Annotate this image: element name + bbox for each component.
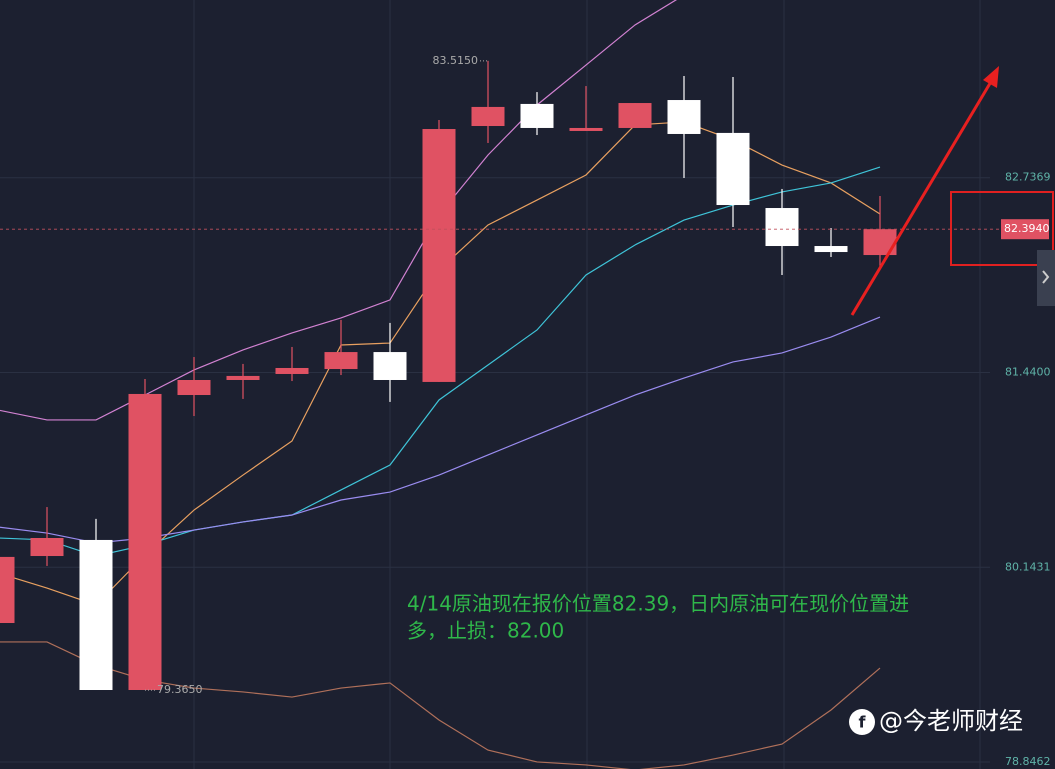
candle-body	[373, 352, 407, 380]
chevron[interactable]	[1042, 270, 1050, 284]
candle-body	[128, 393, 162, 690]
watermark-text: @今老师财经	[879, 707, 1023, 735]
side-toggle[interactable]	[1037, 250, 1055, 306]
candle-body	[716, 132, 750, 206]
indicator-line	[0, 0, 678, 421]
candle-body	[0, 556, 15, 624]
highlight-box	[950, 191, 1054, 266]
y-tick-label: 78.8462	[1005, 755, 1051, 768]
labels: 82.7369 81.4400 80.1431 78.8462 83.5150 79.36…	[0, 54, 1051, 768]
watermark-icon-glyph: f	[859, 713, 867, 732]
candle-body	[471, 106, 505, 127]
candle-body	[30, 537, 64, 557]
candle-body	[618, 103, 652, 128]
candle-body	[324, 352, 358, 370]
annotation-line: 4/14原油现在报价位置82.39，日内原油可在现价位置进	[407, 592, 909, 616]
candle-body	[520, 103, 554, 128]
low-label: 79.3650	[157, 683, 203, 696]
candle-body	[226, 375, 260, 380]
candle-body	[275, 367, 309, 374]
last-price-label: 82.3940	[1004, 222, 1050, 235]
watermark: f @今老师财经	[849, 707, 1023, 735]
y-tick-label: 82.7369	[1005, 171, 1051, 184]
last-price-tag	[1001, 219, 1049, 240]
annotation-line: 多，止损：82.00	[407, 619, 564, 643]
candle-body	[814, 246, 848, 253]
arrow	[850, 66, 999, 316]
candle-body	[422, 129, 456, 382]
y-tick-label: 81.4400	[1005, 365, 1051, 378]
candle-body	[177, 379, 211, 396]
grid	[0, 177, 990, 763]
y-tick-label: 80.1431	[1005, 560, 1051, 573]
high-label: 83.5150	[433, 54, 479, 67]
candle-body	[667, 100, 701, 134]
candle-body	[79, 539, 113, 690]
candle-body	[569, 127, 603, 131]
candle-body	[765, 208, 799, 247]
watermark-icon	[849, 709, 875, 735]
arrow-shaft	[850, 79, 994, 316]
arrow-head	[983, 66, 999, 88]
